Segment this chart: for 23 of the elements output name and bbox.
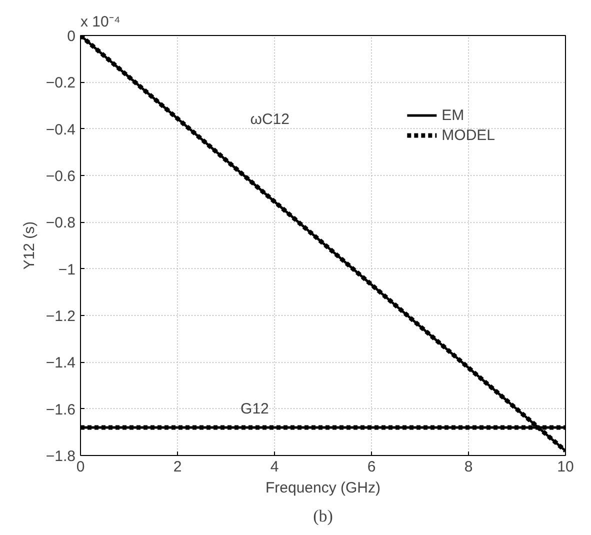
text: (b) — [313, 506, 333, 526]
y-tick-label: −1.4 — [46, 354, 76, 372]
y-tick-label: −0.8 — [46, 214, 76, 232]
y-tick-label: −1 — [58, 261, 76, 278]
y-tick-label: −1.6 — [46, 401, 76, 418]
legend-label: EM — [442, 106, 464, 124]
x-tick-label: 4 — [270, 458, 279, 476]
x-tick-label: 8 — [464, 458, 473, 476]
text: x 10⁻⁴ — [80, 14, 120, 30]
y-tick-label: −1.2 — [46, 308, 76, 325]
x-tick-label: 6 — [367, 458, 376, 476]
legend-label: MODEL — [442, 126, 495, 144]
y-tick-label: −0.2 — [46, 74, 76, 92]
annotation: ωC12 — [250, 110, 290, 128]
annotation: G12 — [240, 400, 269, 418]
y-tick-label: −0.4 — [46, 121, 76, 138]
y-tick-label: −0.6 — [46, 168, 76, 185]
y-axis-title: Y12 (s) — [20, 221, 38, 270]
y-tick-label: 0 — [67, 28, 76, 45]
y-tick-label: −1.8 — [46, 448, 76, 465]
x-tick-label: 2 — [173, 458, 182, 476]
x-axis-title: Frequency (GHz) — [265, 480, 381, 496]
x-tick-label: 10 — [557, 458, 574, 476]
